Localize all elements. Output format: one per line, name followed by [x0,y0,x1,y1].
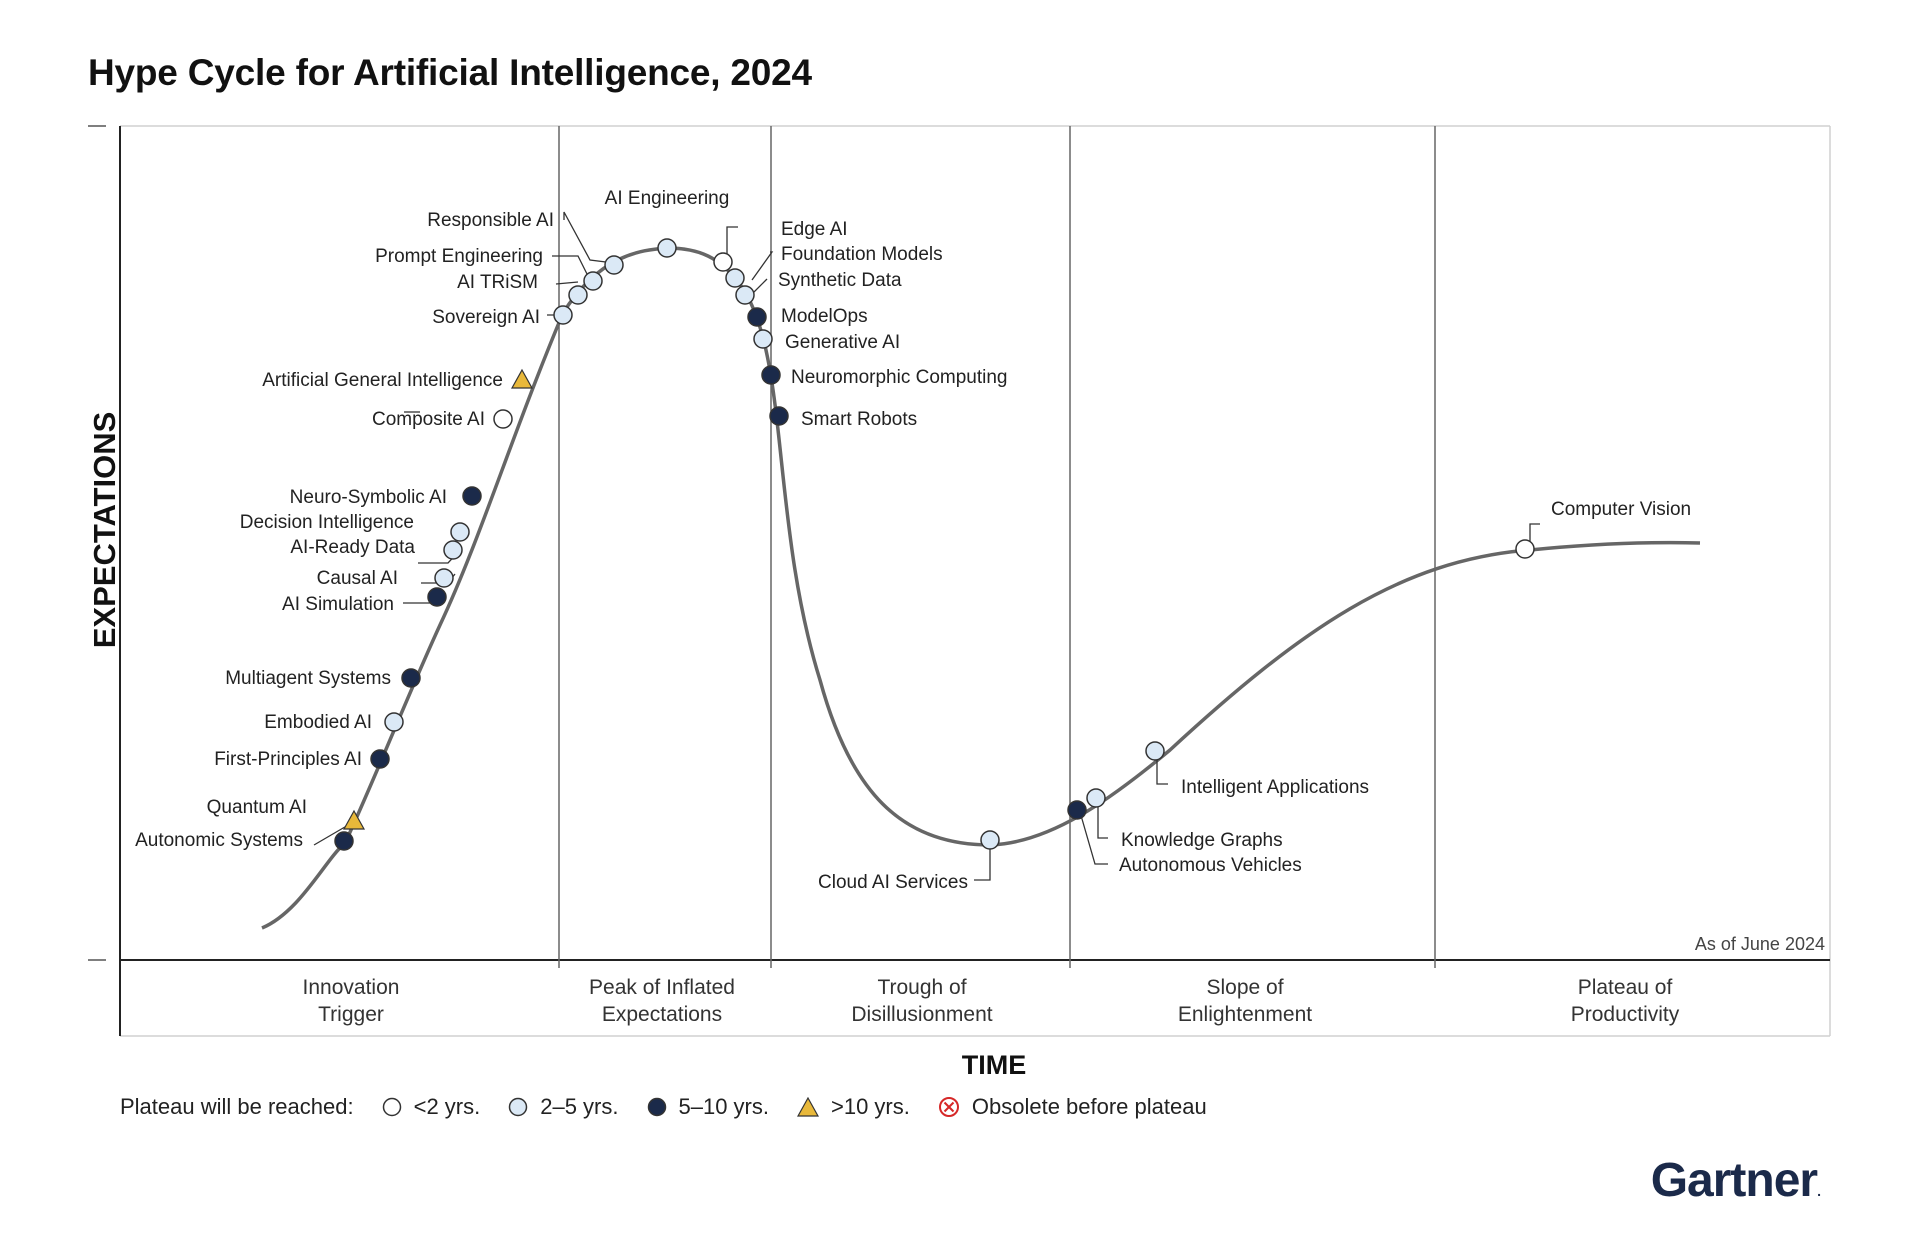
marker-artificial-general-intelligence[interactable] [510,368,534,389]
marker-ai-engineering[interactable] [657,238,677,258]
legend: Plateau will be reached: <2 yrs. 2–5 yrs… [120,1092,1207,1122]
phase-label-plateau: Plateau of Productivity [1571,976,1680,1026]
marker-intelligent-applications[interactable] [1145,741,1165,761]
label-computer-vision: Computer Vision [1551,499,1691,520]
white-circle-icon [382,1097,401,1117]
y-axis-label: EXPECTATIONS [87,412,122,649]
label-artificial-general-intelligence: Artificial General Intelligence [262,370,503,391]
label-smart-robots: Smart Robots [801,409,917,430]
marker-multiagent-systems[interactable] [401,668,421,688]
marker-responsible-ai[interactable] [604,255,624,275]
label-autonomous-vehicles: Autonomous Vehicles [1119,855,1302,876]
legend-label: 2–5 yrs. [540,1094,619,1119]
phase-label-slope: Slope of Enlightenment [1178,976,1312,1026]
yellow-triangle-icon [797,1097,819,1117]
gartner-logo: Gartner. [1650,1154,1821,1207]
navy-circle-icon [647,1097,666,1117]
phase-label-innovation-trigger: Innovation Trigger [303,976,400,1026]
phase-labels: Innovation Trigger Peak of Inflated Expect… [303,976,1680,1026]
label-composite-ai: Composite AI [372,409,485,430]
legend-heading: Plateau will be reached: [120,1094,354,1119]
marker-autonomous-vehicles[interactable] [1067,800,1087,820]
technology-markers [334,238,1535,851]
marker-prompt-engineering[interactable] [583,271,603,291]
label-knowledge-graphs: Knowledge Graphs [1121,830,1283,851]
label-first-principles-ai: First-Principles AI [214,749,362,770]
marker-first-principles-ai[interactable] [370,749,390,769]
legend-label: >10 yrs. [831,1094,910,1119]
legend-label: Obsolete before plateau [971,1094,1207,1119]
light-blue-circle-icon [508,1097,528,1117]
label-neuro-symbolic-ai: Neuro-Symbolic AI [290,487,447,508]
legend-item-5-10: 5–10 yrs. [647,1094,770,1120]
label-cloud-ai-services: Cloud AI Services [818,872,968,893]
marker-ai-ready-data[interactable] [443,540,463,560]
label-ai-ready-data: AI-Ready Data [290,537,415,558]
label-neuromorphic-computing: Neuromorphic Computing [791,367,1008,388]
plot-frame [88,125,1831,1037]
technology-labels: AI Engineering Responsible AI Prompt Eng… [135,188,1691,893]
page-title: Hype Cycle for Artificial Intelligence, … [88,52,812,93]
legend-item-lt2: <2 yrs. [382,1094,481,1120]
label-embodied-ai: Embodied AI [264,712,372,733]
marker-knowledge-graphs[interactable] [1086,788,1106,808]
label-ai-trism: AI TRiSM [457,272,538,293]
hype-curve [261,246,1701,930]
marker-quantum-ai[interactable] [342,809,366,830]
marker-embodied-ai[interactable] [384,712,404,732]
label-edge-ai: Edge AI [781,219,848,240]
marker-ai-trism[interactable] [568,285,588,305]
legend-label: 5–10 yrs. [678,1094,770,1119]
label-decision-intelligence: Decision Intelligence [240,512,414,533]
marker-composite-ai[interactable] [493,409,513,429]
label-synthetic-data: Synthetic Data [778,270,902,291]
legend-item-obsolete: Obsolete before plateau [938,1094,1207,1120]
label-autonomic-systems: Autonomic Systems [135,830,303,851]
legend-label: <2 yrs. [413,1094,481,1119]
label-foundation-models: Foundation Models [781,244,943,265]
marker-decision-intelligence[interactable] [450,522,470,542]
marker-ai-simulation[interactable] [427,587,447,607]
marker-autonomic-systems[interactable] [334,831,354,851]
legend-item-gt10: >10 yrs. [797,1094,910,1120]
marker-edge-ai[interactable] [713,252,733,272]
marker-modelops[interactable] [747,307,767,327]
label-ai-simulation: AI Simulation [282,594,394,615]
label-sovereign-ai: Sovereign AI [432,307,540,328]
marker-computer-vision[interactable] [1515,539,1535,559]
label-modelops: ModelOps [781,306,868,327]
label-quantum-ai: Quantum AI [207,797,307,818]
label-intelligent-applications: Intelligent Applications [1181,777,1369,798]
as-of-date: As of June 2024 [1695,934,1825,954]
marker-neuromorphic-computing[interactable] [761,365,781,385]
label-responsible-ai: Responsible AI [427,210,554,231]
marker-synthetic-data[interactable] [735,285,755,305]
legend-item-2-5: 2–5 yrs. [508,1094,619,1120]
x-axis-label: TIME [962,1050,1027,1080]
marker-neuro-symbolic-ai[interactable] [462,486,482,506]
marker-generative-ai[interactable] [753,329,773,349]
marker-causal-ai[interactable] [434,568,454,588]
label-prompt-engineering: Prompt Engineering [375,246,543,267]
label-generative-ai: Generative AI [785,332,900,353]
marker-smart-robots[interactable] [769,406,789,426]
marker-foundation-models[interactable] [725,268,745,288]
label-ai-engineering: AI Engineering [605,188,730,209]
phase-label-trough: Trough of Disillusionment [851,976,992,1026]
phase-label-peak: Peak of Inflated Expectations [589,976,735,1026]
label-causal-ai: Causal AI [317,568,398,589]
marker-cloud-ai-services[interactable] [980,830,1000,850]
obsolete-x-circle-icon [938,1097,959,1117]
label-multiagent-systems: Multiagent Systems [225,668,391,689]
marker-sovereign-ai[interactable] [553,305,573,325]
